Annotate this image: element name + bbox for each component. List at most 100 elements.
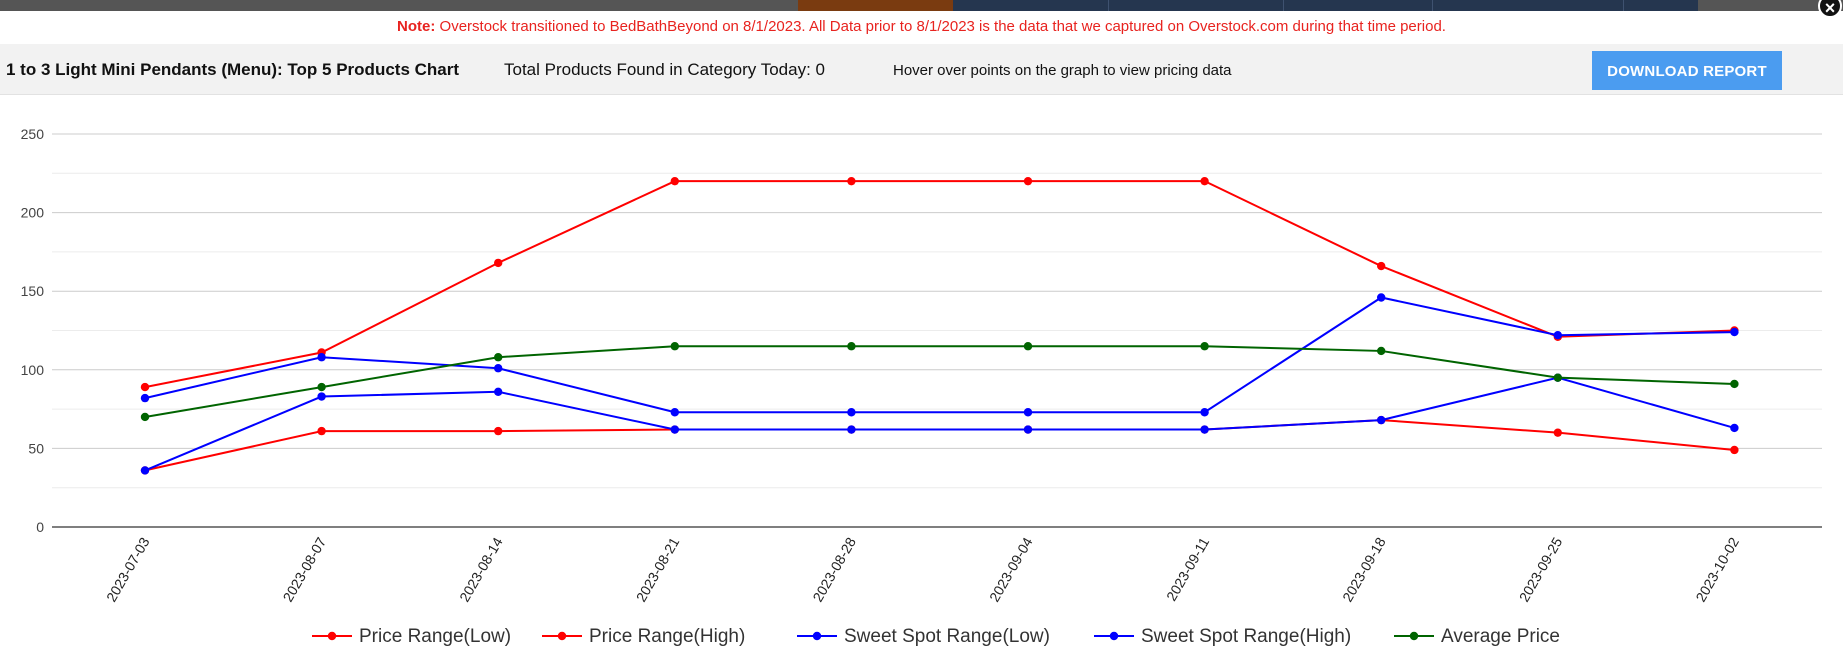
series-sweet-spot-range-low	[140, 373, 1739, 475]
nav-divider	[1283, 0, 1284, 11]
data-point[interactable]	[670, 425, 679, 434]
legend-item[interactable]: Sweet Spot Range(Low)	[797, 626, 1050, 647]
top-navigation-strip	[0, 0, 1843, 11]
data-point[interactable]	[317, 392, 326, 401]
y-tick-label: 100	[21, 362, 45, 378]
data-point[interactable]	[847, 176, 856, 186]
data-point[interactable]	[1023, 176, 1033, 186]
data-point[interactable]	[1553, 373, 1563, 382]
data-point[interactable]	[1730, 379, 1739, 389]
data-point[interactable]	[1377, 415, 1386, 425]
legend-swatch-dot	[327, 631, 337, 641]
data-point[interactable]	[1553, 331, 1563, 340]
y-tick-label: 200	[21, 205, 45, 221]
legend-swatch-dot	[1409, 631, 1419, 641]
y-tick-label: 250	[21, 126, 45, 142]
data-point[interactable]	[317, 382, 326, 392]
data-point[interactable]	[317, 426, 326, 436]
download-report-button[interactable]: DOWNLOAD REPORT	[1592, 51, 1782, 90]
legend-item[interactable]: Price Range(Low)	[312, 626, 511, 647]
y-axis: 0 50 100 150 200 250	[21, 126, 45, 535]
series-line	[144, 296, 1735, 414]
total-products-found: Total Products Found in Category Today: …	[504, 60, 825, 79]
chart-header-bar: 1 to 3 Light Mini Pendants (Menu): Top 5…	[0, 44, 1843, 95]
data-point[interactable]	[1730, 327, 1739, 337]
note-text: Overstock transitioned to BedBathBeyond …	[439, 18, 1446, 35]
x-tick-label: 2023-10-02	[1692, 534, 1742, 604]
y-tick-label: 50	[28, 440, 44, 456]
data-point[interactable]	[140, 466, 150, 475]
data-point[interactable]	[140, 412, 150, 422]
data-point[interactable]	[847, 425, 856, 434]
x-tick-label: 2023-07-03	[103, 534, 153, 604]
series-line	[144, 180, 1735, 389]
y-tick-label: 150	[21, 283, 45, 299]
data-point[interactable]	[1730, 423, 1739, 433]
data-point[interactable]	[1377, 293, 1386, 302]
data-point[interactable]	[1023, 408, 1033, 417]
nav-divider	[1432, 0, 1433, 11]
series-line	[144, 376, 1735, 472]
data-point[interactable]	[1553, 428, 1563, 437]
series-line	[144, 345, 1735, 418]
data-point[interactable]	[1023, 425, 1033, 434]
hover-hint: Hover over points on the graph to view p…	[893, 62, 1232, 79]
data-point[interactable]	[847, 342, 856, 351]
data-point[interactable]	[670, 408, 679, 417]
data-point[interactable]	[140, 382, 150, 392]
legend-item[interactable]: Average Price	[1394, 626, 1560, 647]
series-line	[144, 419, 1735, 472]
data-point[interactable]	[494, 426, 503, 436]
chart-title: 1 to 3 Light Mini Pendants (Menu): Top 5…	[6, 60, 460, 79]
transition-note: Note: Overstock transitioned to BedBathB…	[0, 18, 1843, 35]
series-average-price	[140, 342, 1739, 422]
data-point[interactable]	[1377, 346, 1386, 356]
legend-label: Sweet Spot Range(High)	[1141, 626, 1351, 647]
x-tick-label: 2023-09-04	[986, 534, 1036, 604]
series-price-range-high	[140, 176, 1739, 392]
x-tick-label: 2023-08-21	[633, 534, 683, 604]
x-tick-label: 2023-09-11	[1163, 534, 1212, 603]
legend-swatch-dot	[557, 631, 567, 641]
legend-label: Average Price	[1441, 626, 1560, 647]
x-tick-label: 2023-08-14	[456, 534, 506, 604]
data-point[interactable]	[494, 258, 503, 268]
data-point[interactable]	[670, 176, 679, 186]
data-point[interactable]	[494, 387, 503, 397]
legend-label: Price Range(High)	[589, 626, 745, 647]
data-point[interactable]	[494, 353, 503, 362]
nav-tab-active[interactable]	[798, 0, 953, 11]
data-point[interactable]	[1200, 342, 1209, 351]
nav-divider	[1623, 0, 1624, 11]
data-point[interactable]	[1200, 425, 1209, 434]
legend-label: Sweet Spot Range(Low)	[844, 626, 1050, 647]
y-tick-label: 0	[36, 519, 44, 535]
data-point[interactable]	[317, 353, 326, 362]
data-point[interactable]	[670, 342, 679, 351]
x-tick-label: 2023-08-07	[280, 534, 330, 604]
nav-divider	[1108, 0, 1109, 11]
data-point[interactable]	[1200, 176, 1209, 186]
legend-item[interactable]: Sweet Spot Range(High)	[1094, 626, 1351, 647]
series-sweet-spot-range-high	[140, 293, 1739, 417]
series-price-range-low	[140, 415, 1739, 475]
legend-item[interactable]: Price Range(High)	[542, 626, 745, 647]
data-point[interactable]	[494, 364, 503, 373]
x-tick-label: 2023-08-28	[809, 534, 859, 604]
legend-swatch-dot	[1109, 631, 1119, 641]
x-tick-label: 2023-09-25	[1516, 534, 1566, 604]
data-point[interactable]	[1023, 342, 1033, 351]
legend-swatch-dot	[812, 631, 822, 641]
nav-tab-group[interactable]	[953, 0, 1698, 11]
x-tick-label: 2023-09-18	[1339, 534, 1389, 604]
data-point[interactable]	[1377, 261, 1386, 271]
close-icon[interactable]: ×	[1818, 0, 1842, 18]
legend-label: Price Range(Low)	[359, 626, 511, 647]
data-point[interactable]	[847, 408, 856, 417]
data-point[interactable]	[1730, 445, 1739, 455]
chart-series	[140, 176, 1739, 475]
data-point[interactable]	[1200, 408, 1209, 417]
x-axis: 2023-07-03 2023-08-07 2023-08-14 2023-08-21…	[103, 534, 1742, 604]
data-point[interactable]	[140, 393, 150, 403]
